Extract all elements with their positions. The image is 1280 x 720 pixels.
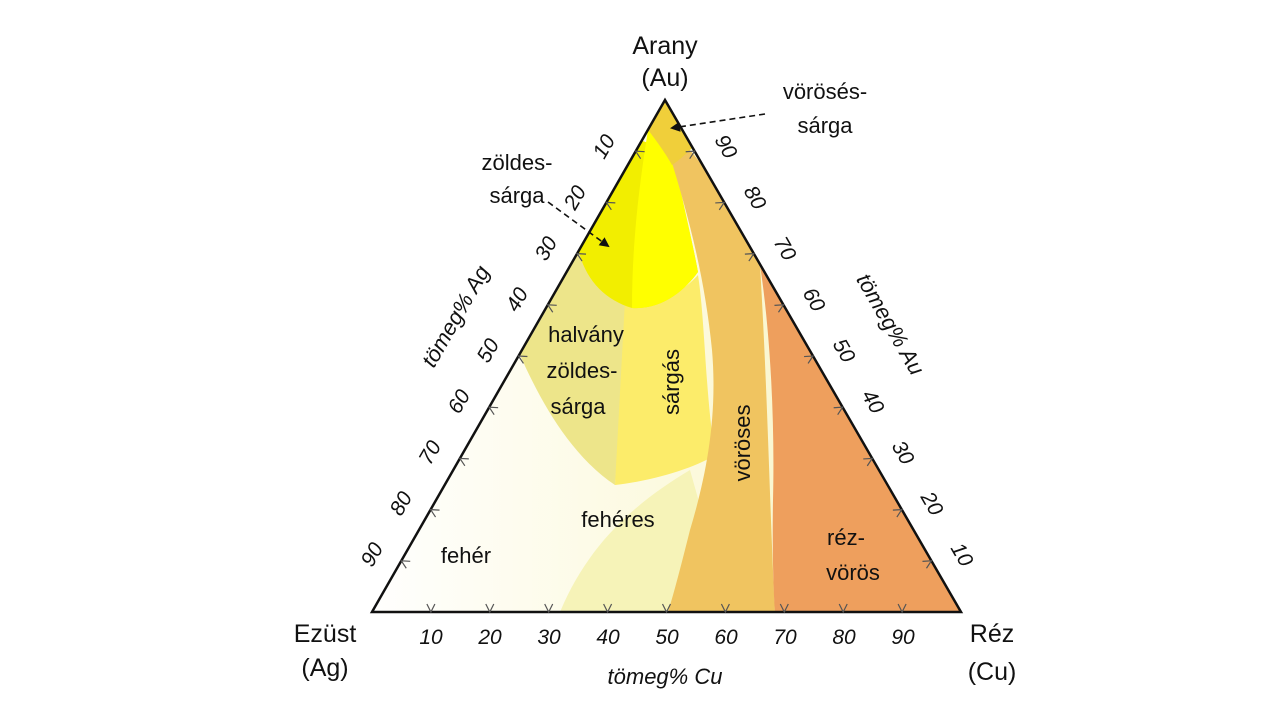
tick-mark [685,150,696,159]
tick-mark [838,603,848,614]
tick-mark [603,603,613,614]
tick-mark [400,560,411,569]
right-tick-label: 60 [798,284,830,316]
left-tick-label: 30 [531,233,563,265]
vertex-label-ag-name: Ezüst [294,620,357,648]
right-tick-label: 70 [769,233,801,265]
bottom-tick-label: 80 [832,626,856,649]
region-label-rez-voros: vörös [826,560,880,585]
left-tick-label: 50 [473,335,505,367]
bottom-tick-label: 90 [891,626,915,649]
right-tick-label: 80 [739,182,771,214]
vertex-label-au-symbol: (Au) [641,64,688,92]
right-tick-label: 50 [828,335,860,367]
tick-mark [863,457,874,467]
tick-mark [426,603,436,614]
tick-marks [400,150,933,614]
tick-mark [605,201,616,211]
bottom-axis-name: tömeg% Cu [608,664,723,689]
tick-mark [517,355,528,364]
vertex-label-cu-symbol: (Cu) [968,658,1017,686]
left-tick-label: 70 [415,437,447,469]
tick-mark [715,201,726,211]
tick-mark [720,603,730,614]
region-label-rez-voros: réz- [827,525,865,550]
region-label-voroses-sarga: vörösés- [783,79,867,104]
right-tick-label: 90 [710,131,742,163]
tick-mark [833,406,844,415]
left-tick-label: 10 [589,131,621,163]
right-tick-label: 30 [887,437,919,469]
bottom-tick-label: 50 [655,626,679,649]
right-tick-label: 10 [946,539,978,571]
tick-mark [897,603,907,614]
tick-mark [458,457,469,467]
bottom-tick-label: 10 [419,626,443,649]
tick-mark [661,603,672,614]
arrow-zoldes-sarga [547,201,610,248]
region-yellow-core [632,130,698,309]
vertex-label-au-name: Arany [632,32,698,60]
left-tick-label: 60 [444,386,476,418]
bottom-tick-label: 70 [773,626,797,649]
region-label-voroses: vöröses [730,404,755,481]
tick-mark [804,355,815,364]
region-label-sargas: sárgás [659,349,684,415]
bottom-tick-label: 20 [477,626,502,649]
region-label-zoldes-sarga: sárga [489,183,545,208]
left-tick-label: 20 [559,182,591,215]
tick-mark [546,304,557,313]
region-label-halvany: halvány [548,322,624,347]
region-label-feheres: fehéres [581,507,654,532]
tick-mark [488,406,499,415]
tick-mark [892,508,903,518]
region-halvany [520,245,630,485]
bottom-tick-label: 60 [714,626,738,649]
bottom-tick-label: 40 [596,626,620,649]
vertex-label-ag-symbol: (Ag) [301,654,348,682]
tick-mark [575,252,587,262]
vertex-label-cu-name: Réz [970,620,1014,648]
tick-mark [779,603,789,614]
region-sargas [615,275,715,485]
region-label-feher: fehér [441,543,491,568]
tick-mark [922,560,933,569]
right-axis-name: tömeg% Au [851,269,929,379]
region-label-halvany: zöldes- [547,358,618,383]
right-tick-label: 20 [915,487,947,520]
region-voroses [668,150,775,612]
left-tick-label: 90 [357,539,389,571]
tick-mark [634,150,645,159]
right-tick-label: 40 [857,386,889,418]
left-tick-label: 40 [502,284,534,316]
tick-mark [774,304,785,313]
tick-mark [429,508,440,518]
region-label-zoldes-sarga: zöldes- [482,150,553,175]
tick-mark [544,603,554,614]
region-label-voroses-sarga: sárga [797,113,853,138]
region-label-halvany: sárga [550,394,606,419]
region-voroses-sarga [648,100,692,165]
tick-mark [744,252,755,262]
tick-mark [485,603,495,614]
bottom-tick-label: 30 [537,626,561,649]
left-tick-label: 80 [386,488,418,520]
arrow-voroses-sarga [670,113,766,132]
